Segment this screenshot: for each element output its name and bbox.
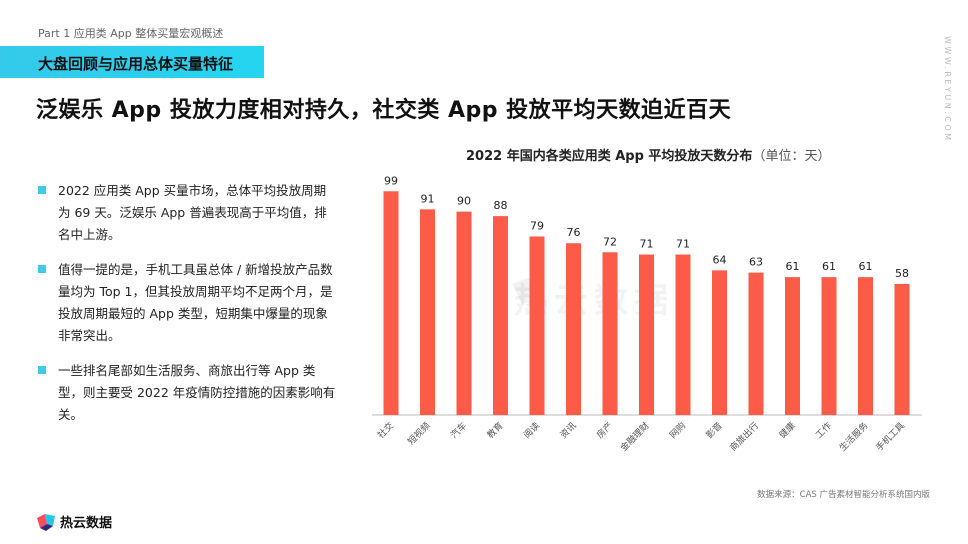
section-banner (0, 46, 264, 78)
bar-value-label: 61 (822, 260, 836, 273)
chart-unit-label: （单位：天） (752, 149, 831, 164)
category-tick-label: 教育 (484, 420, 505, 441)
bullet-item: 2022 应用类 App 买量市场，总体平均投放周期为 69 天。泛娱乐 App… (38, 180, 338, 246)
category-tick-label: 生活服务 (837, 420, 871, 454)
chart-title: 2022 年国内各类应用类 App 平均投放天数分布（单位：天） (466, 145, 830, 164)
category-tick-label: 影音 (703, 420, 724, 441)
bar-4 (493, 216, 508, 415)
bar-value-label: 90 (457, 195, 471, 208)
brand-name: 热云数据 (60, 516, 113, 531)
bar-value-label: 71 (640, 238, 654, 251)
category-tick-label: 短视频 (405, 420, 433, 448)
bar-value-label: 61 (786, 260, 800, 273)
data-source-note: 数据来源：CAS 广告素材智能分析系统国内版 (757, 490, 930, 500)
bullet-text: 值得一提的是，手机工具虽总体 / 新增投放产品数量均为 Top 1，但其投放周期… (58, 262, 333, 343)
section-title: 大盘回顾与应用总体买量特征 (38, 55, 234, 73)
bullet-square-icon (38, 366, 46, 374)
category-tick-label: 健康 (776, 420, 797, 441)
category-tick-label: 金融理财 (618, 420, 652, 454)
bar-1 (383, 191, 399, 415)
category-tick-label: 工作 (813, 420, 834, 441)
bar-value-label: 61 (859, 260, 873, 273)
bar-value-label: 79 (530, 219, 544, 232)
bullet-square-icon (38, 265, 46, 273)
category-tick-label: 商旅出行 (727, 420, 761, 454)
brand-logo-icon (37, 514, 55, 531)
bar-value-label: 64 (713, 253, 727, 266)
bar-value-label: 72 (603, 235, 617, 248)
bar-13 (821, 277, 837, 415)
bar-value-label: 88 (494, 199, 508, 212)
bar-10 (712, 270, 727, 415)
bar-value-label: 99 (384, 174, 398, 187)
bar-12 (785, 277, 800, 415)
bar-3 (456, 211, 472, 415)
bullet-text: 2022 应用类 App 买量市场，总体平均投放周期为 69 天。泛娱乐 App… (58, 183, 327, 242)
bar-8 (639, 254, 654, 415)
bar-7 (602, 252, 618, 415)
category-tick-label: 汽车 (448, 420, 469, 441)
bar-6 (566, 243, 581, 415)
bullet-text: 一些排名尾部如生活服务、商旅出行等 App 类型，则主要受 2022 年疫情防控… (58, 363, 336, 422)
bar-5 (529, 236, 545, 415)
bar-value-label: 91 (421, 192, 435, 205)
bar-11 (748, 272, 764, 415)
bar-value-label: 76 (567, 226, 581, 239)
bar-value-label: 71 (676, 238, 690, 251)
category-tick-label: 房产 (594, 420, 615, 441)
side-url-text: WWW.REYUN.COM (943, 36, 952, 143)
category-tick-label: 手机工具 (873, 420, 907, 454)
bar-9 (675, 254, 691, 415)
bar-2 (420, 209, 435, 415)
category-tick-label: 社交 (375, 420, 396, 441)
bar-value-label: 63 (749, 256, 763, 269)
bullet-list: 2022 应用类 App 买量市场，总体平均投放周期为 69 天。泛娱乐 App… (38, 180, 338, 439)
chart-title-text: 2022 年国内各类应用类 App 平均投放天数分布 (466, 149, 753, 164)
category-tick-label: 阅读 (521, 420, 542, 441)
bar-14 (858, 277, 873, 415)
bar-15 (894, 283, 910, 415)
bullet-item: 值得一提的是，手机工具虽总体 / 新增投放产品数量均为 Top 1，但其投放周期… (38, 259, 338, 347)
part-label: Part 1 应用类 App 整体买量宏观概述 (38, 27, 224, 40)
bullet-square-icon (38, 186, 46, 194)
bar-value-label: 58 (895, 267, 909, 280)
category-tick-label: 网购 (667, 420, 688, 441)
bars-group: 99 社交 91 短视频 90 汽车 88 教育 79 阅读 76 资讯 72 房产 71 金融理财 71 网购 6… (375, 174, 910, 454)
category-tick-label: 资讯 (558, 420, 579, 441)
bullet-item: 一些排名尾部如生活服务、商旅出行等 App 类型，则主要受 2022 年疫情防控… (38, 360, 338, 426)
page-headline: 泛娱乐 App 投放力度相对持久，社交类 App 投放平均天数迫近百天 (36, 98, 732, 123)
